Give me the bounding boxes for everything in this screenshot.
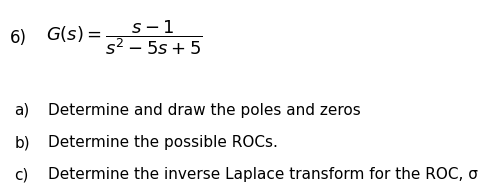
- Text: Determine the inverse Laplace transform for the ROC, σ > 3: Determine the inverse Laplace transform …: [48, 167, 484, 182]
- Text: Determine the possible ROCs.: Determine the possible ROCs.: [48, 135, 278, 150]
- Text: 6): 6): [10, 29, 27, 47]
- Text: b): b): [15, 135, 30, 150]
- Text: a): a): [15, 103, 30, 118]
- Text: Determine and draw the poles and zeros: Determine and draw the poles and zeros: [48, 103, 361, 118]
- Text: $\mathit{G}(\mathit{s})=\dfrac{\mathit{s}-1}{\mathit{s}^{2}-5\mathit{s}+5}$: $\mathit{G}(\mathit{s})=\dfrac{\mathit{s…: [46, 19, 203, 57]
- Text: c): c): [15, 167, 29, 182]
